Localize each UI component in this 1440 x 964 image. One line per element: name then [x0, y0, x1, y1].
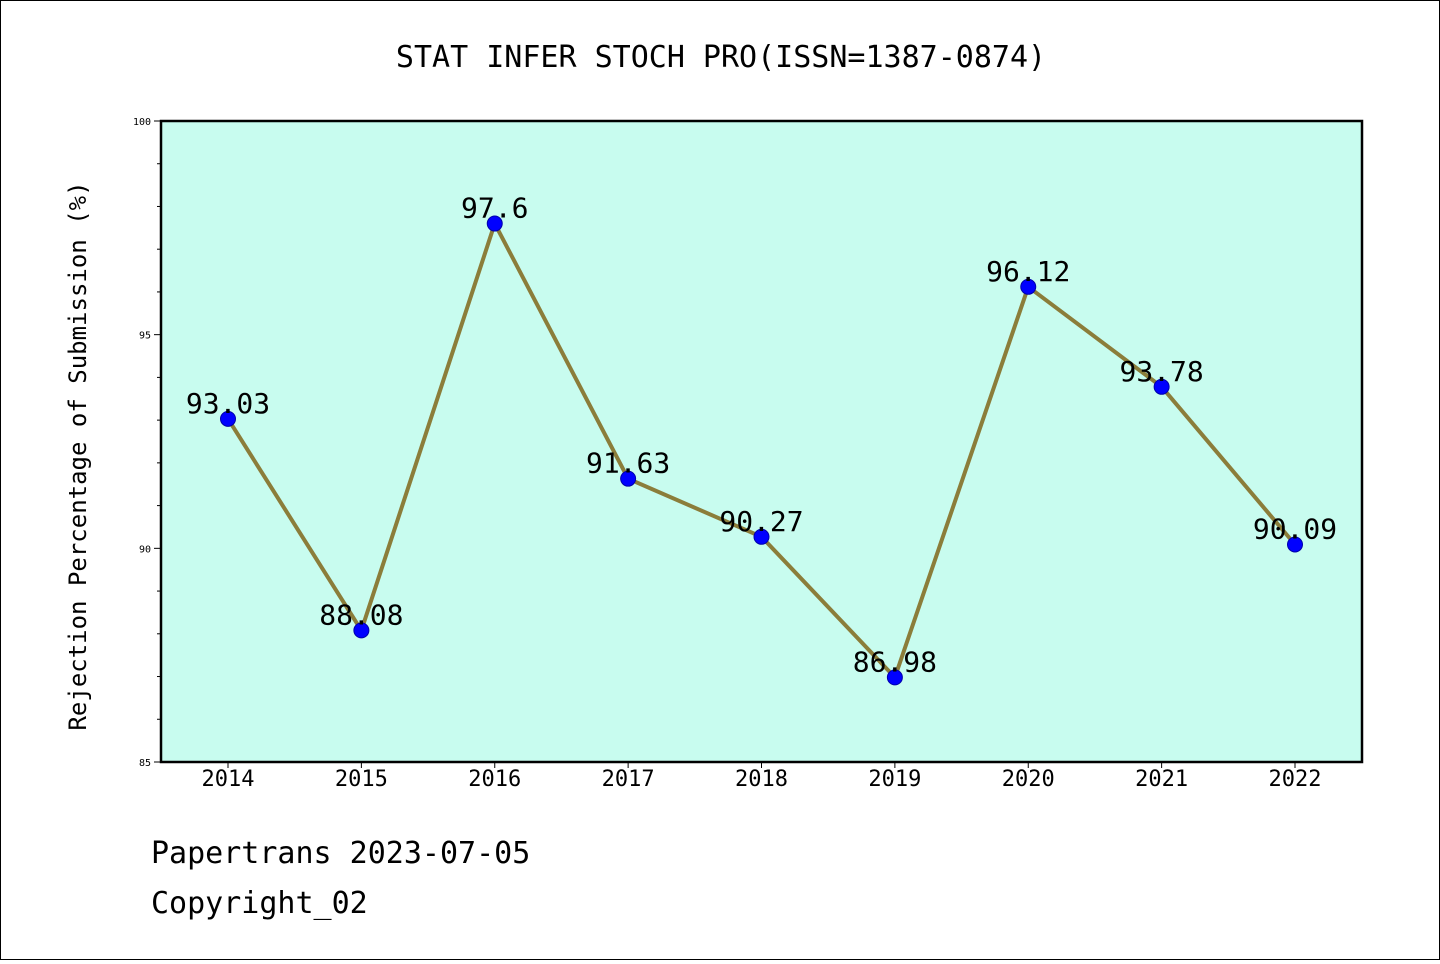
data-point [886, 669, 903, 686]
x-axis: 2014 2015 2016 2017 2018 2019 2020 2021 2022 [202, 762, 1322, 792]
x-tick-label: 2015 [335, 767, 388, 792]
data-point [620, 470, 637, 487]
data-point [753, 528, 770, 545]
x-tick-label: 2014 [202, 767, 255, 792]
x-tick-label: 2019 [868, 767, 921, 792]
y-tick-label: 100 [133, 117, 151, 128]
data-point [1020, 278, 1037, 295]
y-axis-label: Rejection Percentage of Submission (%) [64, 181, 92, 730]
footer-copyright: Copyright_02 [151, 886, 368, 921]
x-tick-label: 2018 [735, 767, 788, 792]
data-label: 96.12 [986, 255, 1070, 288]
x-tick-label: 2020 [1002, 767, 1055, 792]
x-tick-label: 2022 [1269, 767, 1322, 792]
data-label: 90.09 [1253, 512, 1337, 545]
y-tick-label: 85 [139, 758, 151, 769]
x-tick-label: 2021 [1135, 767, 1188, 792]
chart-title: STAT INFER STOCH PRO(ISSN=1387-0874) [396, 40, 1046, 75]
data-label: 93.78 [1119, 355, 1203, 388]
data-point [1287, 536, 1303, 553]
data-point [353, 622, 370, 639]
data-point [220, 410, 236, 427]
data-label: 97.6 [461, 192, 528, 225]
data-label: 91.63 [586, 447, 670, 480]
data-point [486, 215, 503, 232]
data-label: 88.08 [319, 598, 403, 631]
y-axis: 85 90 95 100 [133, 117, 161, 769]
series-rejection: 93.03 88.08 97.6 91.63 90.27 86.98 96.12 93.78 9… [186, 192, 1337, 686]
footer-date: Papertrans 2023-07-05 [151, 836, 531, 871]
data-label: 86.98 [853, 645, 937, 678]
plot-area [159, 119, 1364, 764]
x-tick-label: 2017 [602, 767, 655, 792]
data-label: 90.27 [719, 505, 803, 538]
y-tick-label: 95 [139, 331, 151, 342]
data-label: 93.03 [186, 387, 270, 420]
x-tick-label: 2016 [468, 767, 521, 792]
data-point [1153, 378, 1170, 395]
y-tick-label: 90 [139, 544, 151, 555]
